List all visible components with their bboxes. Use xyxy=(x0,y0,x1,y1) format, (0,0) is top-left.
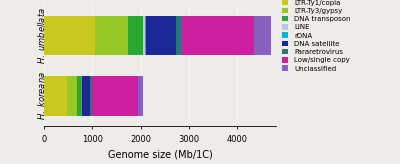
Bar xyxy=(145,16,146,55)
Bar xyxy=(82,76,90,116)
Bar xyxy=(176,16,181,55)
X-axis label: Genome size (Mb/1C): Genome size (Mb/1C) xyxy=(108,149,212,159)
Bar xyxy=(95,16,128,55)
Bar xyxy=(67,76,77,116)
Bar xyxy=(143,16,145,55)
Bar xyxy=(77,76,81,116)
Bar xyxy=(92,76,138,116)
Bar xyxy=(90,76,92,116)
Bar xyxy=(254,16,271,55)
Bar xyxy=(181,16,254,55)
Bar xyxy=(44,16,95,55)
Legend: LTR-Ty1/copia, LTR-Ty3/gypsy, DNA transposon, LINE, rDNA, DNA satellite, Pararet: LTR-Ty1/copia, LTR-Ty3/gypsy, DNA transp… xyxy=(282,0,351,72)
Bar xyxy=(146,16,176,55)
Bar xyxy=(128,16,143,55)
Bar xyxy=(44,76,67,116)
Bar xyxy=(138,76,142,116)
